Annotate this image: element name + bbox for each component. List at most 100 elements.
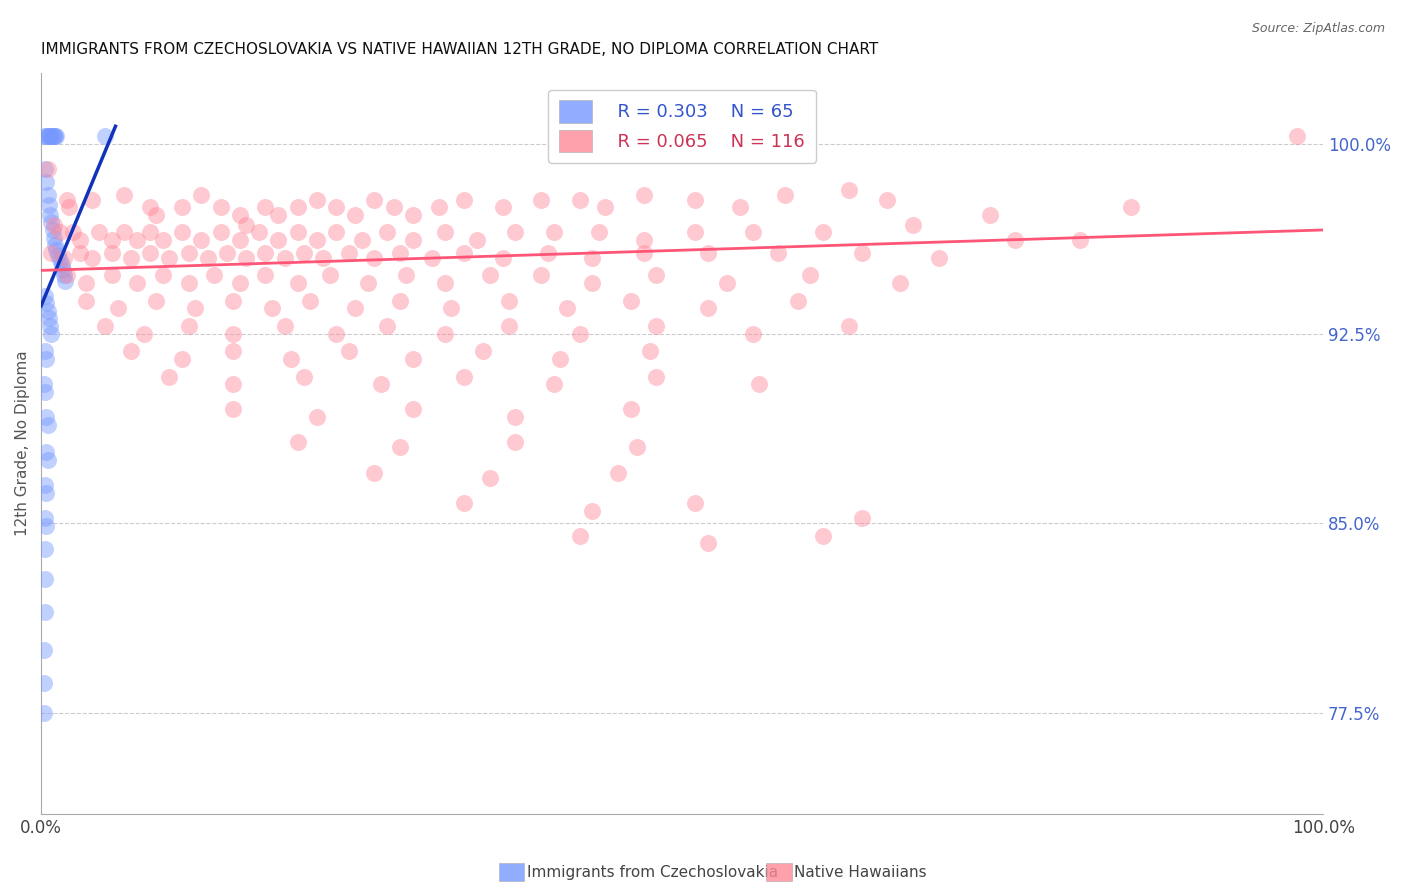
Point xyxy=(44,238,66,252)
Point xyxy=(491,251,513,265)
Point xyxy=(254,268,277,283)
Point xyxy=(49,253,72,268)
Point xyxy=(157,251,180,265)
Point xyxy=(620,293,643,308)
Point xyxy=(94,319,117,334)
Point xyxy=(222,293,245,308)
Point xyxy=(287,226,309,240)
Point xyxy=(633,187,655,202)
Point xyxy=(638,344,661,359)
Point xyxy=(34,511,56,525)
Point xyxy=(139,200,162,214)
Point xyxy=(505,410,527,425)
Point xyxy=(683,226,706,240)
Point xyxy=(114,226,136,240)
Point xyxy=(478,268,501,283)
Point xyxy=(35,445,58,459)
Point xyxy=(222,377,245,392)
Point xyxy=(838,182,860,196)
Point xyxy=(209,200,232,214)
Point xyxy=(696,245,718,260)
Point xyxy=(39,129,62,144)
Point xyxy=(34,288,56,302)
Point xyxy=(363,251,385,265)
Point xyxy=(325,226,347,240)
Point xyxy=(32,675,55,690)
Point xyxy=(35,175,58,189)
Point xyxy=(889,276,911,290)
Point xyxy=(344,208,367,222)
Point xyxy=(37,304,59,318)
Point xyxy=(41,245,63,260)
Point xyxy=(127,276,149,290)
Point xyxy=(287,276,309,290)
Point xyxy=(260,301,283,316)
Point xyxy=(696,536,718,550)
Point xyxy=(177,245,200,260)
Point xyxy=(42,218,65,232)
Point xyxy=(851,511,873,525)
Point xyxy=(318,268,340,283)
Point xyxy=(222,402,245,417)
Point xyxy=(505,435,527,450)
Point xyxy=(58,200,80,214)
Point xyxy=(75,276,97,290)
Point xyxy=(433,226,456,240)
Point xyxy=(568,326,591,341)
Legend:   R = 0.303    N = 65,   R = 0.065    N = 116: R = 0.303 N = 65, R = 0.065 N = 116 xyxy=(548,89,815,162)
Point xyxy=(357,276,380,290)
Point xyxy=(37,162,59,177)
Point xyxy=(299,293,322,308)
Point xyxy=(389,441,412,455)
Point xyxy=(190,187,212,202)
Point xyxy=(42,129,65,144)
Point xyxy=(82,193,104,207)
Point xyxy=(683,193,706,207)
Point xyxy=(222,326,245,341)
Text: Native Hawaiians: Native Hawaiians xyxy=(794,865,927,880)
Point xyxy=(607,466,630,480)
Point xyxy=(402,233,425,247)
Point xyxy=(87,226,110,240)
Point xyxy=(633,233,655,247)
Point xyxy=(741,226,763,240)
Point xyxy=(38,129,60,144)
Point xyxy=(543,377,565,392)
Point xyxy=(363,466,385,480)
Point xyxy=(235,218,257,232)
Point xyxy=(177,276,200,290)
Point xyxy=(453,496,475,510)
Point xyxy=(337,245,360,260)
Point xyxy=(55,273,77,287)
Point xyxy=(375,226,398,240)
Point xyxy=(741,326,763,341)
Point xyxy=(838,319,860,334)
Point xyxy=(82,251,104,265)
Point xyxy=(41,223,63,237)
Point xyxy=(69,245,91,260)
Point xyxy=(305,193,328,207)
Point xyxy=(453,369,475,384)
Point xyxy=(157,369,180,384)
Point xyxy=(498,293,520,308)
Point xyxy=(1069,233,1091,247)
Point xyxy=(453,245,475,260)
Point xyxy=(305,410,328,425)
Point xyxy=(273,319,295,334)
Point xyxy=(645,369,668,384)
Point xyxy=(402,351,425,366)
Point xyxy=(350,233,373,247)
Point xyxy=(49,226,72,240)
Point xyxy=(229,208,252,222)
Point xyxy=(100,245,122,260)
Point xyxy=(530,193,553,207)
Point xyxy=(190,233,212,247)
Point xyxy=(543,226,565,240)
Point xyxy=(363,193,385,207)
Point xyxy=(402,402,425,417)
Point xyxy=(427,200,450,214)
Point xyxy=(51,258,73,272)
Point xyxy=(55,193,77,207)
Point xyxy=(32,706,55,720)
Point xyxy=(37,129,59,144)
